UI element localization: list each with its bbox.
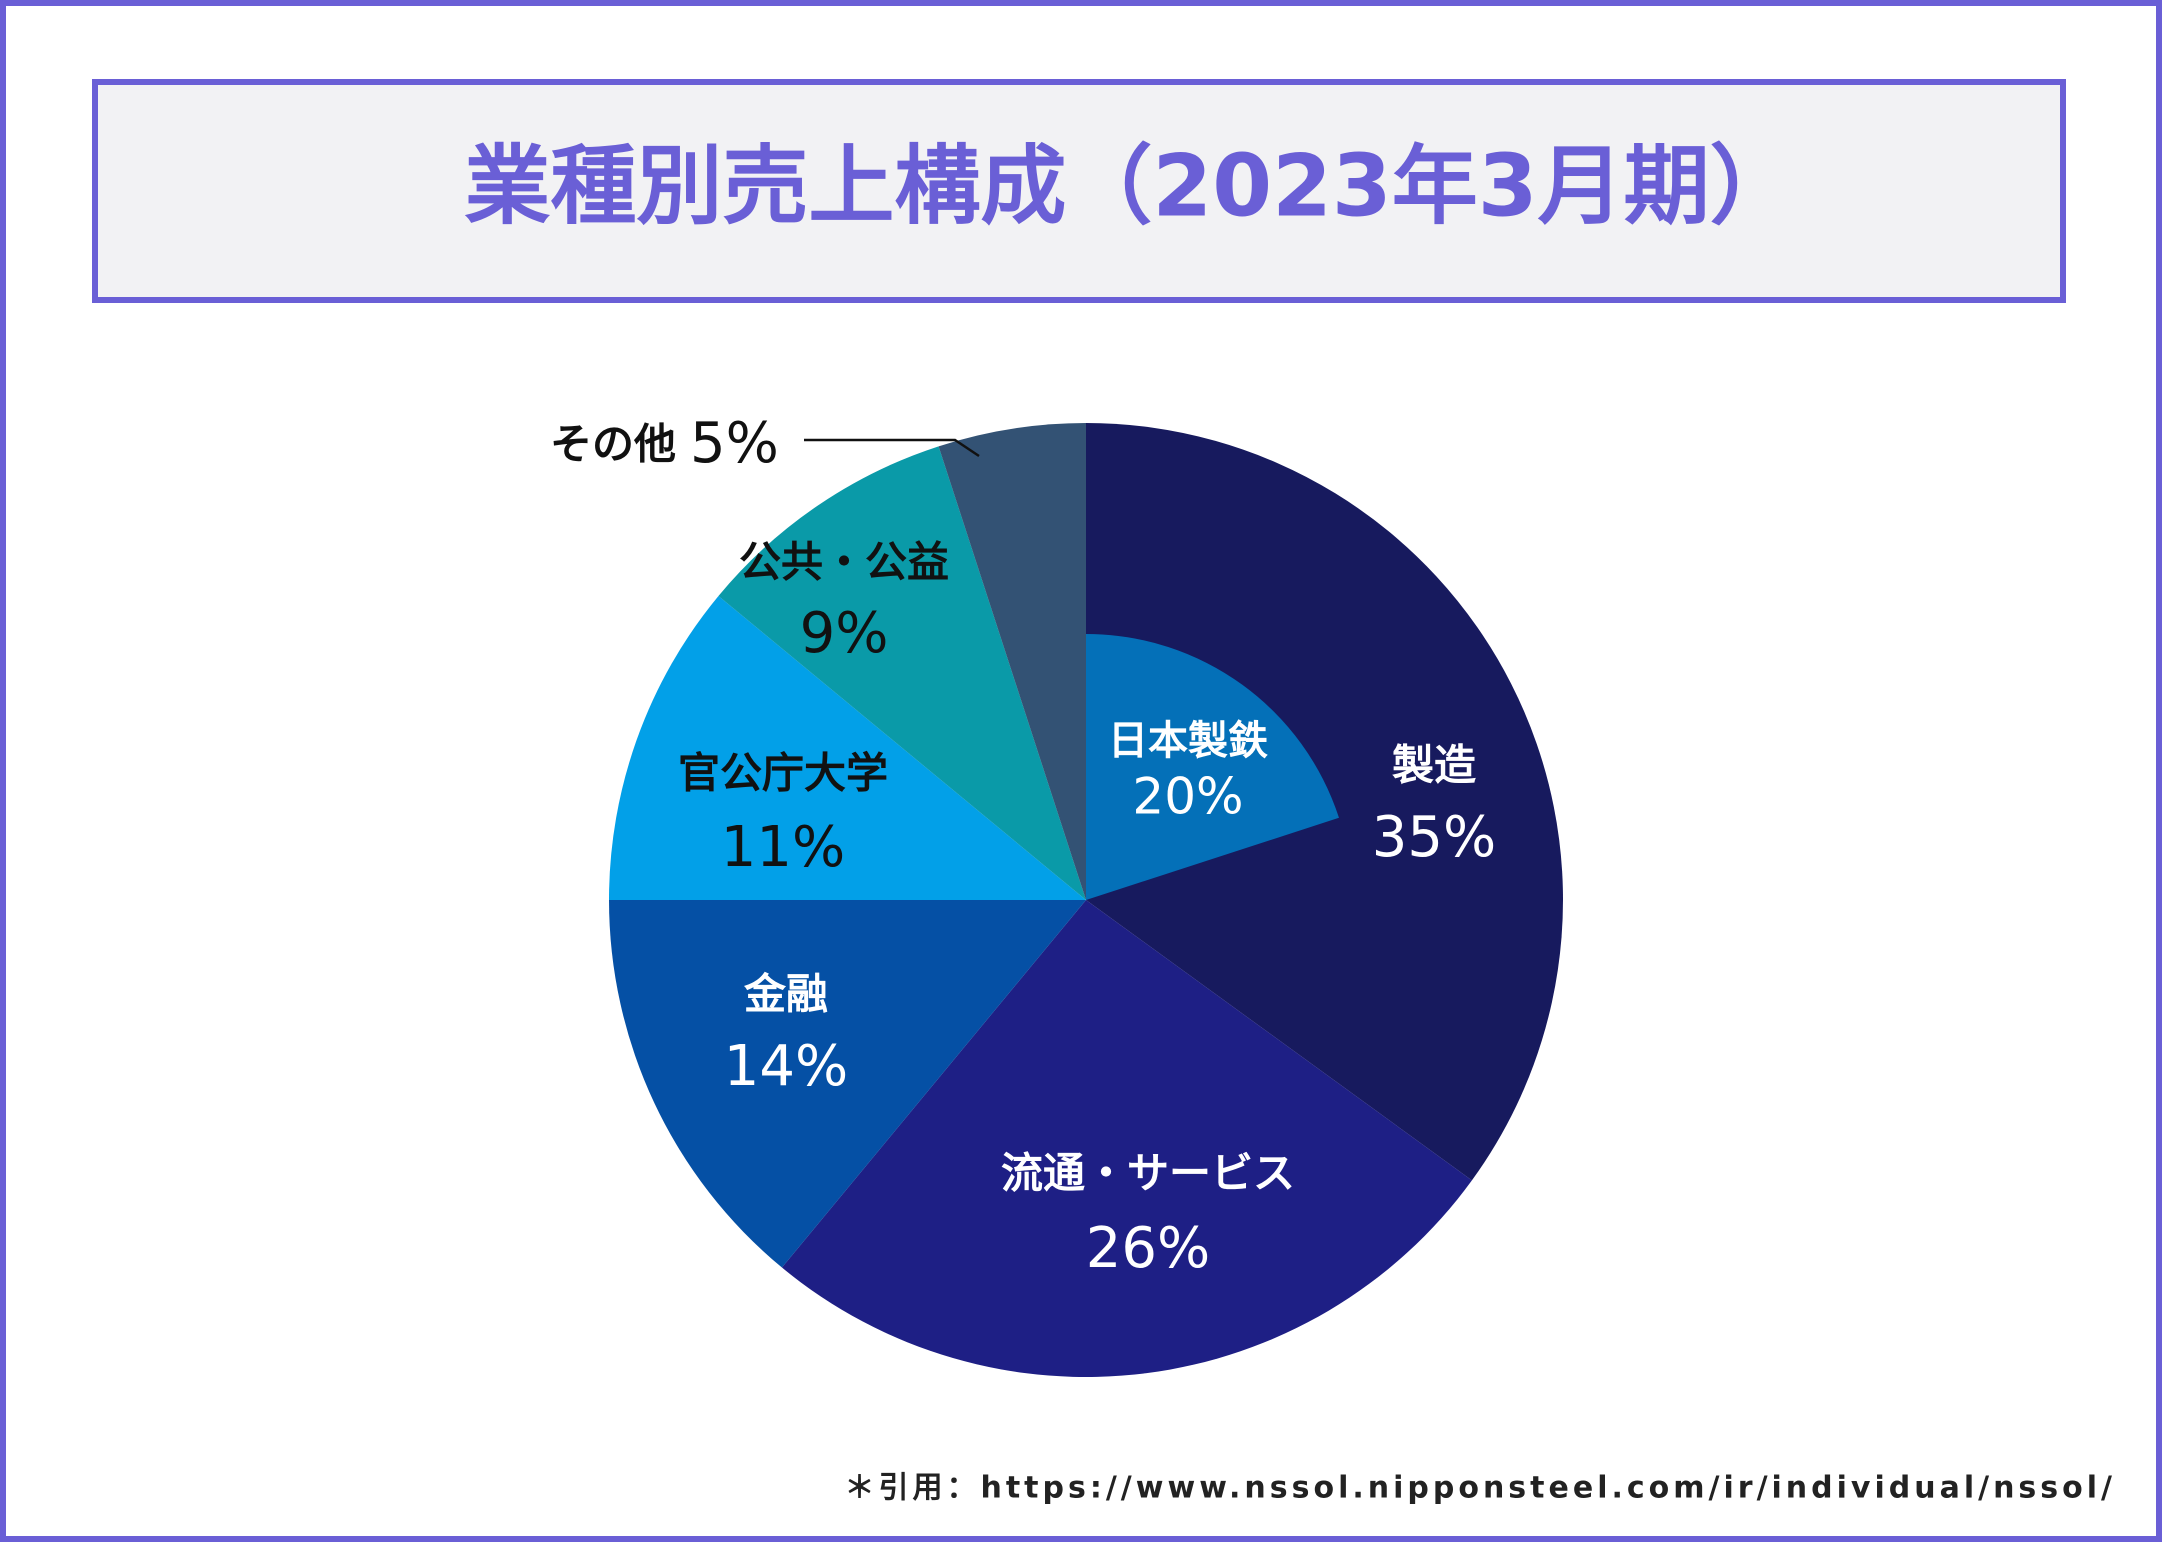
pie-slice [718,446,1086,900]
slice-value: 14% [724,1034,848,1099]
pie [609,423,1563,1377]
pie-slice [781,900,1472,1377]
slice-value: 11% [721,815,845,880]
inner-name: 日本製鉄 [1108,718,1268,764]
slice-value: 35% [1372,805,1496,870]
slice-name: 製造 [1392,741,1476,790]
slice-name: 公共・公益 [739,538,949,587]
inner-value: 20% [1132,768,1243,826]
pie-slice [609,900,1086,1268]
source-note: ＊引用：https://www.nssol.nipponsteel.com/ir… [844,1471,2116,1506]
pie-slice [609,595,1086,900]
slice-name: 金融 [743,970,828,1019]
inner-slice [1086,634,1339,900]
slice-value: 9% [800,601,889,666]
slice-value: 26% [1086,1216,1210,1281]
slice-name: 流通・サービス [1001,1149,1295,1198]
leader-line [804,438,980,458]
slice-value: 5% [690,411,779,476]
slice-name: その他 [550,420,676,469]
pie-slice [938,423,1086,900]
title-box [92,79,2066,303]
slice-name: 官公庁大学 [678,749,888,798]
chart-title: 業種別売上構成（2023年3月期） [464,136,1795,236]
